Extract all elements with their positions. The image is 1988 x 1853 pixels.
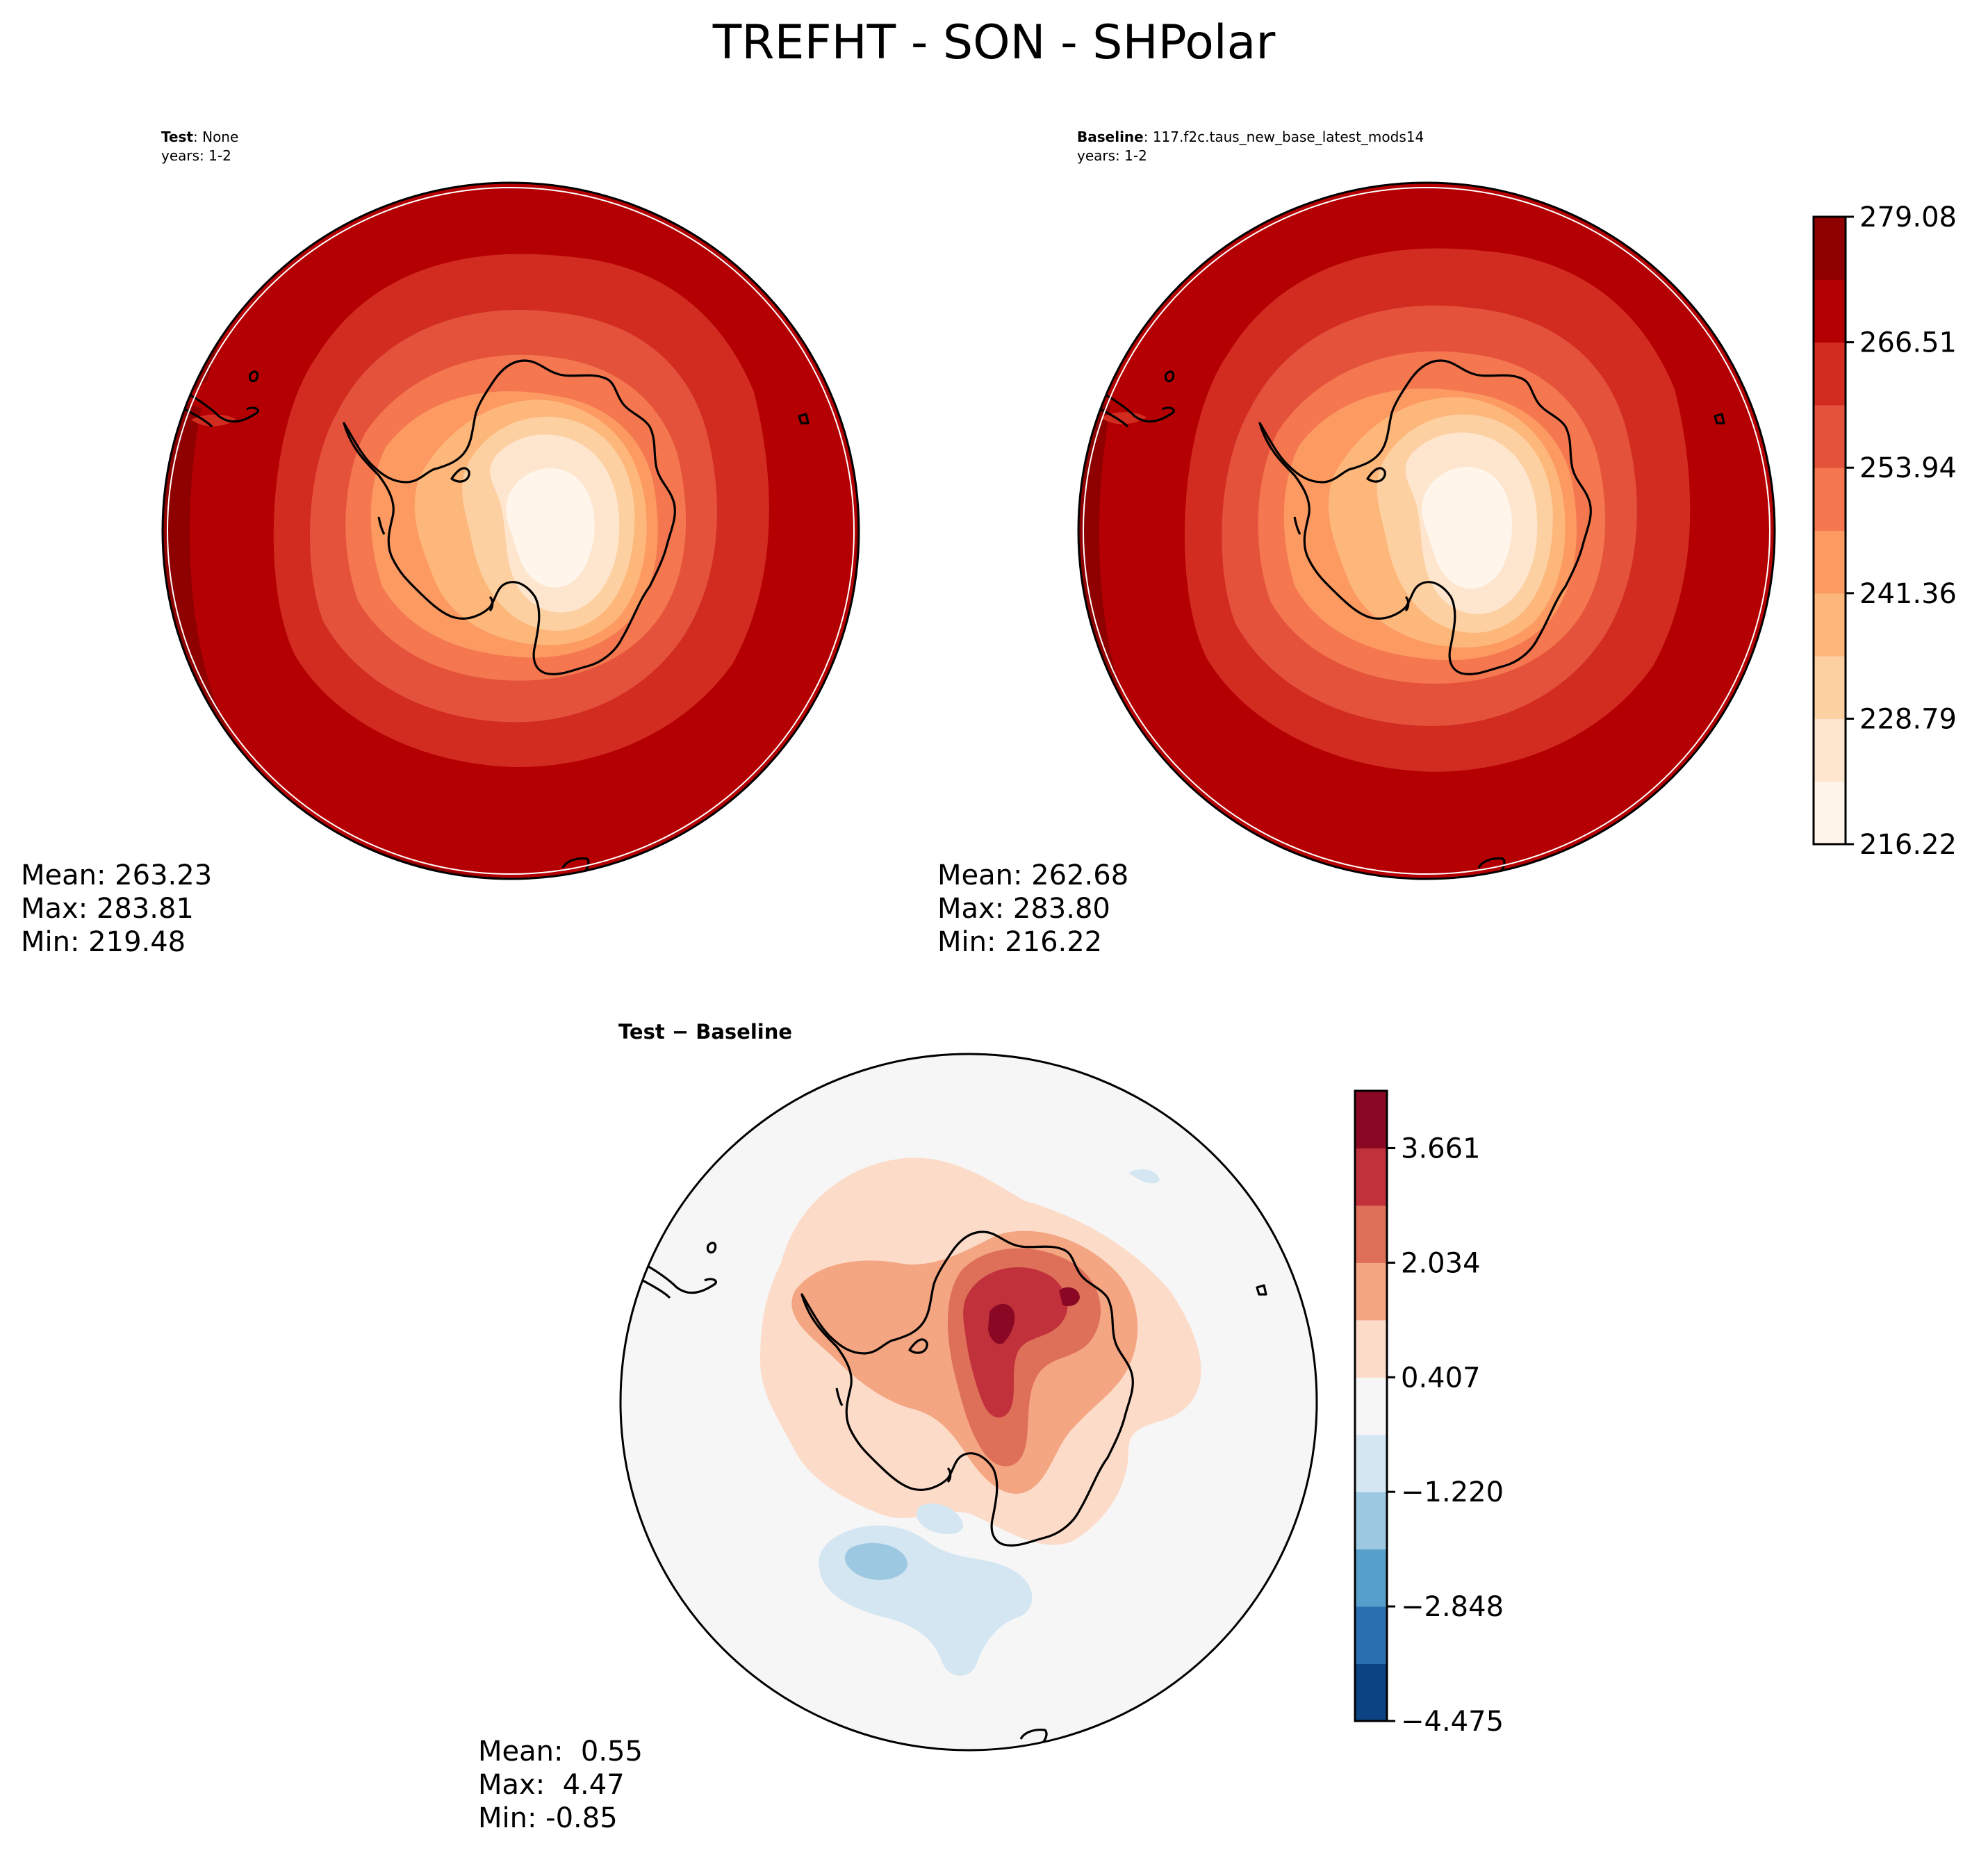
diff-colorbar-segment <box>1355 1091 1387 1148</box>
main-colorbar-tick-label: 279.08 <box>1859 201 1957 233</box>
main-colorbar-tick-label: 253.94 <box>1859 452 1957 484</box>
diff-colorbar: −4.475 −2.848 −1.220 0.407 2.034 3.661 <box>1354 1089 1504 1738</box>
main-colorbar-segment <box>1814 279 1846 343</box>
main-colorbar-segment <box>1814 468 1846 531</box>
diff-colorbar-tick-label: 0.407 <box>1401 1362 1481 1394</box>
diff-colorbar-segment <box>1355 1148 1387 1206</box>
diff-mean: Mean: 0.55 <box>478 1736 643 1768</box>
main-colorbar: 216.22 228.79 241.36 253.94 266.51 279.08 <box>1812 201 1957 861</box>
diff-colorbar-segment <box>1355 1205 1387 1263</box>
diff-stats: Mean: 0.55 Max: 4.47 Min: -0.85 <box>478 1735 643 1835</box>
main-colorbar-tick-label: 216.22 <box>1859 829 1957 861</box>
diff-colorbar-tick-label: −1.220 <box>1401 1476 1504 1508</box>
test-mean: Mean: 263.23 <box>21 859 213 891</box>
baseline-panel-label: Baseline: 117.f2c.taus_new_base_latest_m… <box>1077 128 1424 165</box>
diff-colorbar-segment <box>1355 1663 1387 1722</box>
diff-colorbar-tick-label: 3.661 <box>1401 1133 1481 1164</box>
test-label-rest: : None <box>193 129 239 145</box>
test-min: Min: 219.48 <box>21 926 186 958</box>
diff-colorbar-segment <box>1355 1549 1387 1607</box>
test-years: years: 1-2 <box>161 147 231 164</box>
test-panel-label: Test: None years: 1-2 <box>161 128 238 165</box>
baseline-min: Min: 216.22 <box>937 926 1103 958</box>
diff-map <box>619 1053 1318 1752</box>
main-colorbar-tick-label: 241.36 <box>1859 578 1957 610</box>
test-max: Max: 283.81 <box>21 893 194 925</box>
main-colorbar-segment <box>1814 342 1846 406</box>
baseline-stats: Mean: 262.68 Max: 283.80 Min: 216.22 <box>937 859 1128 959</box>
main-colorbar-segment <box>1814 217 1846 280</box>
diff-colorbar-tick-label: −2.848 <box>1401 1591 1504 1623</box>
main-colorbar-segment <box>1814 781 1846 845</box>
test-label-bold: Test <box>161 129 194 145</box>
diff-colorbar-segment <box>1355 1606 1387 1665</box>
main-colorbar-frame <box>1812 215 1847 846</box>
diff-colorbar-segment <box>1355 1377 1387 1435</box>
diff-colorbar-segment <box>1355 1319 1387 1378</box>
diff-colorbar-segment <box>1355 1434 1387 1492</box>
diff-min: Min: -0.85 <box>478 1802 618 1834</box>
baseline-years: years: 1-2 <box>1077 147 1147 164</box>
main-colorbar-tick-label: 266.51 <box>1859 327 1957 359</box>
main-colorbar-segment <box>1814 530 1846 594</box>
diff-colorbar-segment <box>1355 1262 1387 1321</box>
test-map <box>161 181 860 880</box>
diff-colorbar-segment <box>1355 1492 1387 1550</box>
main-colorbar-segment <box>1814 404 1846 468</box>
baseline-map <box>1077 181 1776 880</box>
baseline-label-rest: : 117.f2c.taus_new_base_latest_mods14 <box>1143 129 1424 145</box>
baseline-max: Max: 283.80 <box>937 893 1110 925</box>
baseline-label-bold: Baseline <box>1077 129 1144 145</box>
figure-title: TREFHT - SON - SHPolar <box>712 15 1276 70</box>
diff-colorbar-tick-label: −4.475 <box>1401 1706 1504 1738</box>
diff-max: Max: 4.47 <box>478 1769 625 1801</box>
main-colorbar-segment <box>1814 656 1846 719</box>
diff-colorbar-tick-label: 2.034 <box>1401 1247 1481 1279</box>
main-colorbar-segment <box>1814 593 1846 657</box>
diff-colorbar-frame <box>1354 1089 1388 1722</box>
baseline-mean: Mean: 262.68 <box>937 859 1129 891</box>
main-colorbar-tick-label: 228.79 <box>1859 703 1957 735</box>
diff-panel-title: Test − Baseline <box>618 1020 793 1044</box>
test-stats: Mean: 263.23 Max: 283.81 Min: 219.48 <box>21 859 212 959</box>
main-colorbar-segment <box>1814 718 1846 782</box>
